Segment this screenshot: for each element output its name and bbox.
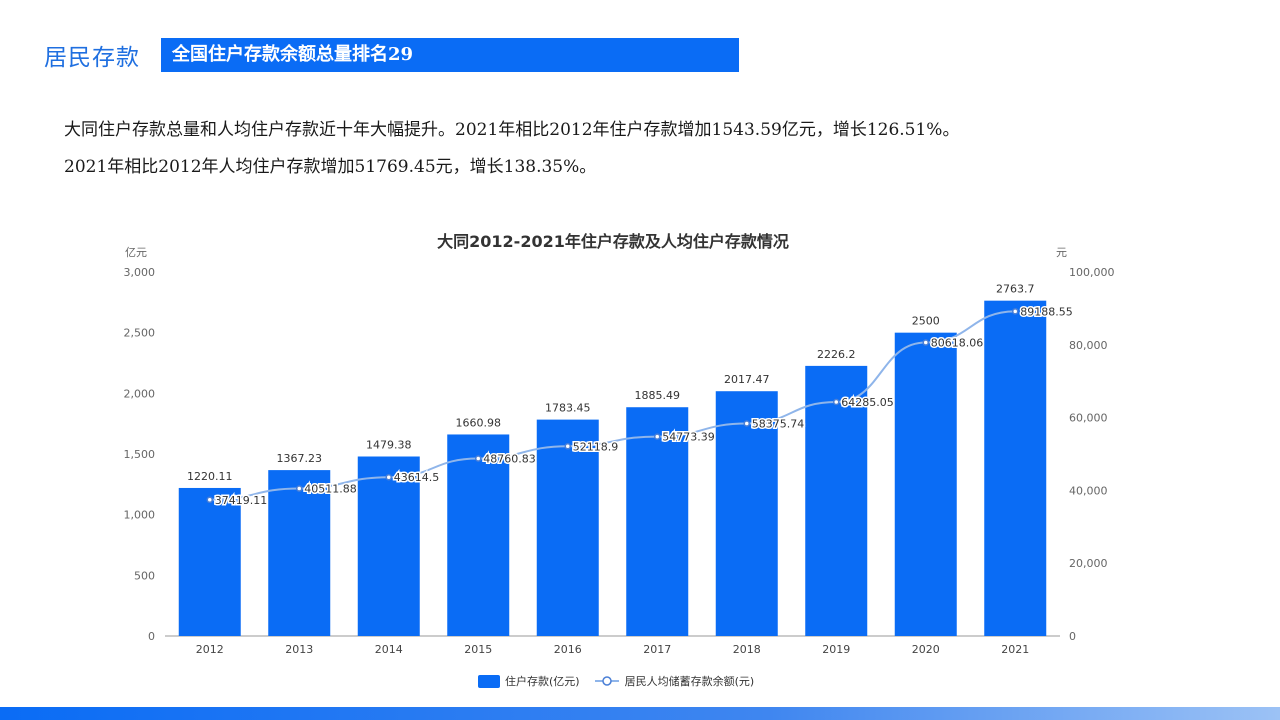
line-value-label: 64285.05: [841, 396, 894, 409]
line-point: [654, 433, 661, 440]
per-capita-line: [209, 310, 1016, 501]
line-point: [206, 496, 213, 504]
deposit-chart: 亿元 元 0 500 1,000 1,500 2,000 2,500 3,000 0 20,000 4…: [124, 246, 1115, 656]
line-point: [296, 485, 303, 492]
x-axis-tick: 2015: [464, 643, 492, 656]
bar: [178, 487, 241, 636]
bar: [536, 419, 599, 636]
left-axis-tick: 2,500: [124, 327, 156, 340]
line-point: [833, 398, 840, 406]
x-axis-tick: 2021: [1001, 643, 1029, 656]
left-axis-tick: 500: [134, 569, 155, 582]
left-axis-tick: 0: [148, 630, 155, 643]
line-point: [475, 455, 482, 462]
line-value-label: 80618.06: [931, 337, 984, 350]
bar-value-label: 2763.7: [996, 283, 1035, 296]
line-value-label: 43614.5: [394, 471, 440, 484]
line-value-label: 54773.39: [662, 431, 715, 444]
bar-value-label: 1885.49: [635, 389, 681, 402]
line-point: [922, 339, 929, 346]
x-axis-tick: 2017: [643, 643, 671, 656]
bar-value-label: 1479.38: [366, 439, 412, 452]
line-value-label: 37419.11: [215, 494, 268, 507]
right-axis-tick: 100,000: [1069, 266, 1115, 279]
left-axis-tick: 1,500: [124, 448, 156, 461]
legend-line-swatch: [594, 676, 619, 686]
line-value-label: 52118.9: [573, 440, 619, 453]
bar-value-label: 1220.11: [187, 470, 233, 483]
bar: [357, 456, 420, 636]
legend-item-per-capita[interactable]: 居民人均储蓄存款余额(元): [594, 673, 755, 689]
bar: [715, 391, 778, 636]
legend-label-per-capita: 居民人均储蓄存款余额(元): [624, 675, 755, 688]
line-value-label: 48760.83: [483, 453, 536, 466]
line-value-label: 40511.88: [304, 483, 357, 496]
right-axis-tick: 60,000: [1069, 412, 1108, 425]
right-axis-tick: 80,000: [1069, 339, 1108, 352]
right-axis-tick: 20,000: [1069, 557, 1108, 570]
right-axis-unit: 元: [1056, 246, 1067, 259]
legend-label-deposits: 住户存款(亿元): [505, 675, 580, 688]
line-point: [564, 443, 571, 450]
section-title: 居民存款: [44, 45, 140, 71]
legend-item-deposits[interactable]: 住户存款(亿元): [478, 673, 580, 689]
x-axis-tick: 2019: [822, 643, 850, 656]
bar: [805, 365, 868, 636]
bar-value-label: 2500: [912, 315, 940, 328]
line-point: [1012, 308, 1019, 315]
left-axis-tick: 3,000: [124, 266, 156, 279]
left-axis-tick: 2,000: [124, 387, 156, 400]
bottom-accent-strip: [0, 707, 1280, 720]
line-point: [743, 420, 750, 427]
legend-bar-swatch: [478, 674, 500, 688]
x-axis-tick: 2012: [196, 643, 224, 656]
left-axis-tick: 1,000: [124, 509, 156, 522]
bar: [626, 407, 689, 636]
left-axis-unit: 亿元: [125, 246, 147, 259]
bar-value-label: 1367.23: [277, 452, 323, 465]
bar: [894, 332, 957, 636]
summary-paragraph-2: 2021年相比2012年人均住户存款增加51769.45元，增长138.35%。: [64, 157, 597, 177]
x-axis-tick: 2013: [285, 643, 313, 656]
chart-title: 大同2012-2021年住户存款及人均住户存款情况: [437, 232, 789, 251]
x-axis-tick: 2020: [912, 643, 940, 656]
right-axis-tick: 0: [1069, 630, 1076, 643]
line-value-label: 58375.74: [752, 418, 805, 431]
right-axis-tick: 40,000: [1069, 484, 1108, 497]
x-axis-tick: 2016: [554, 643, 582, 656]
bar-value-label: 1660.98: [456, 416, 502, 429]
line-value-label: 89188.55: [1020, 305, 1073, 318]
bar-value-label: 2017.47: [724, 373, 770, 386]
bar-value-label: 2226.2: [817, 348, 856, 361]
chart-legend: 住户存款(亿元) 居民人均储蓄存款余额(元): [478, 673, 768, 689]
summary-paragraph-1: 大同住户存款总量和人均住户存款近十年大幅提升。2021年相比2012年住户存款增…: [64, 120, 960, 140]
line-point: [385, 473, 392, 481]
bar: [984, 300, 1047, 636]
bar: [268, 470, 331, 636]
x-axis-tick: 2018: [733, 643, 761, 656]
bar: [447, 434, 510, 636]
x-axis-tick: 2014: [375, 643, 403, 656]
title-banner: 全国住户存款余额总量排名29: [161, 38, 739, 72]
bar-value-label: 1783.45: [545, 402, 591, 415]
